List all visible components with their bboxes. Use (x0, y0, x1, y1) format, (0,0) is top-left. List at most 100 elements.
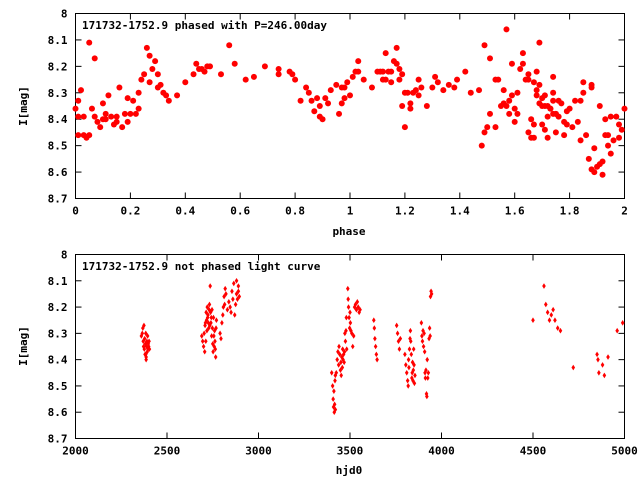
data-point (462, 68, 469, 75)
data-point (374, 351, 379, 358)
data-point (205, 304, 210, 310)
data-point (190, 71, 197, 78)
data-point (232, 312, 237, 318)
data-point (393, 44, 400, 51)
data-point (145, 338, 149, 345)
y-tick-label: 8.7 (48, 433, 68, 446)
data-point (481, 42, 488, 49)
data-point (506, 97, 513, 104)
y-tick-label: 8.1 (48, 275, 68, 288)
data-point (388, 79, 395, 86)
x-tick-label: 2 (621, 205, 628, 218)
data-point (165, 97, 172, 104)
data-point (580, 79, 587, 86)
phased-y-axis: 8 8.1 8.2 8.3 8.4 8.5 8.6 8.7 (48, 8, 625, 206)
data-point (227, 299, 231, 305)
data-point (407, 100, 414, 107)
data-point (350, 330, 354, 337)
data-point (354, 306, 359, 313)
data-point (425, 393, 429, 400)
data-point (205, 314, 210, 321)
data-point (331, 396, 335, 402)
data-point (217, 71, 224, 78)
y-tick-label: 8.1 (48, 34, 68, 47)
data-point (404, 89, 411, 96)
data-point (146, 52, 153, 59)
data-point (144, 356, 148, 363)
data-point (102, 110, 109, 117)
data-point (142, 322, 146, 329)
y-tick-label: 8.2 (48, 60, 68, 73)
data-point (368, 84, 375, 91)
x-tick-label: 2000 (62, 445, 89, 458)
data-point (333, 81, 340, 88)
data-point (208, 322, 212, 329)
data-point (124, 118, 131, 125)
data-point (201, 343, 206, 350)
data-point (336, 110, 343, 117)
data-point (142, 335, 147, 342)
data-point (371, 317, 376, 324)
data-point (341, 84, 348, 91)
data-point (203, 322, 207, 329)
data-point (314, 95, 321, 102)
x-tick-label: 1.8 (560, 205, 580, 218)
data-point (425, 375, 430, 381)
data-point (91, 113, 98, 120)
x-tick-label: 4500 (520, 445, 547, 458)
data-point (550, 89, 557, 96)
data-point (544, 134, 551, 141)
data-point (408, 335, 412, 342)
data-point (398, 335, 403, 342)
y-tick-label: 8.6 (48, 166, 68, 179)
data-point (613, 113, 620, 120)
data-point (409, 351, 414, 358)
data-point (75, 97, 82, 104)
data-point (555, 325, 560, 331)
data-point (596, 103, 603, 109)
data-point (406, 356, 411, 363)
data-point (141, 343, 146, 350)
unphased-y-axis: 8 8.1 8.2 8.3 8.4 8.5 8.6 8.7 (48, 249, 625, 446)
data-point (206, 312, 210, 318)
data-point (303, 84, 310, 91)
data-point (606, 354, 610, 360)
data-point (146, 341, 151, 347)
x-tick-label: 1.6 (505, 205, 525, 218)
data-point (349, 73, 356, 80)
y-tick-label: 8 (61, 249, 68, 262)
y-tick-label: 8.2 (48, 301, 68, 314)
data-point (434, 79, 441, 86)
data-point (599, 171, 606, 178)
data-point (141, 71, 148, 78)
data-point (135, 105, 142, 112)
y-tick-label: 8.5 (48, 380, 68, 393)
data-point (146, 79, 153, 86)
data-point (517, 66, 524, 72)
data-point (145, 333, 150, 339)
data-point (355, 58, 362, 65)
data-point (393, 60, 400, 67)
data-point (351, 333, 356, 339)
data-point (199, 333, 204, 339)
phased-y-axis-label: I[mag] (17, 86, 30, 126)
data-point (297, 97, 304, 104)
data-point (533, 87, 540, 94)
data-point (419, 320, 424, 326)
data-point (536, 81, 543, 88)
data-point (553, 317, 557, 324)
data-point (149, 66, 156, 72)
data-point (152, 58, 159, 65)
data-point (143, 44, 150, 51)
data-point (207, 301, 212, 308)
data-point (404, 362, 408, 368)
data-point (222, 293, 226, 300)
data-point (308, 97, 315, 104)
data-point (408, 338, 413, 345)
data-point (209, 320, 213, 326)
data-point (233, 301, 238, 308)
y-tick-label: 8.4 (48, 113, 68, 126)
phased-chart-title: 171732-1752.9 phased with P=246.00day (82, 19, 327, 32)
data-point (212, 327, 217, 334)
data-point (237, 293, 242, 300)
